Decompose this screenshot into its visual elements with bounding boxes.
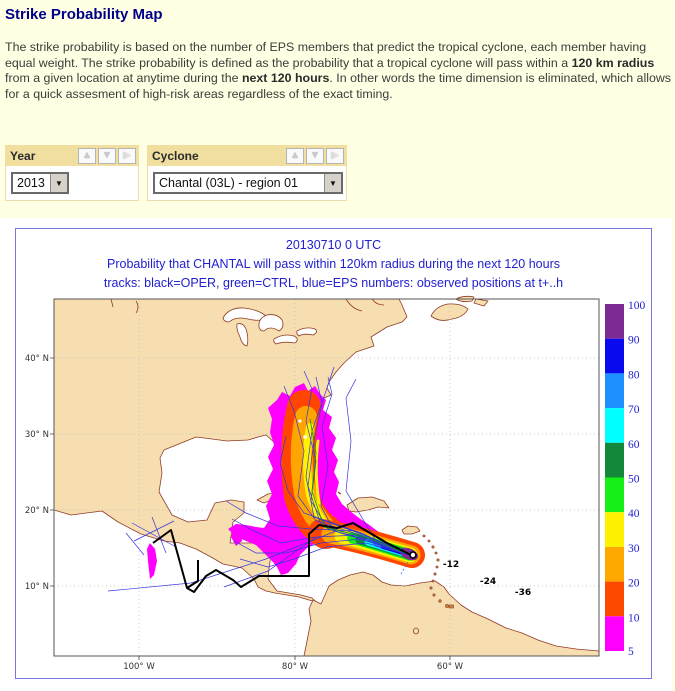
svg-text:70: 70	[628, 404, 640, 416]
intro-text-1: The strike probability is based on the n…	[5, 40, 647, 70]
latitude-labels: 40° N 30° N 20° N 10° N	[25, 354, 49, 592]
svg-text:10: 10	[628, 612, 640, 624]
map-title-date: 20130710 0 UTC	[285, 238, 382, 252]
cyclone-prev-button[interactable]: ▲	[286, 147, 304, 164]
down-triangle-icon: ▼	[102, 149, 112, 161]
year-next-button[interactable]: ▼	[98, 147, 116, 164]
map-title-legend: tracks: black=OPER, green=CTRL, blue=EPS…	[103, 276, 564, 290]
svg-text:10° N: 10° N	[25, 582, 49, 592]
svg-text:80: 80	[628, 369, 640, 381]
cyclone-forward-button[interactable]: ▶	[326, 147, 344, 164]
map-section: 20130710 0 UTC Probability that CHANTAL …	[0, 218, 672, 691]
year-select[interactable]: 2013 ▼	[11, 172, 69, 194]
year-prev-button[interactable]: ▲	[78, 147, 96, 164]
svg-text:60: 60	[628, 439, 640, 451]
svg-text:30: 30	[628, 543, 640, 555]
svg-text:80° W: 80° W	[282, 662, 309, 672]
intro-bold-hours: next 120 hours	[241, 71, 330, 86]
oper-track	[152, 522, 414, 593]
year-select-arrow-icon: ▼	[50, 174, 67, 192]
svg-text:20: 20	[628, 578, 640, 590]
svg-text:40° N: 40° N	[25, 354, 49, 364]
intro-paragraph: The strike probability is based on the n…	[5, 40, 671, 103]
year-arrows: ▲ ▼ ▶	[76, 147, 136, 164]
down-triangle-icon: ▼	[310, 149, 320, 161]
longitude-labels: 100° W 80° W 60° W	[123, 662, 463, 672]
svg-text:20° N: 20° N	[25, 506, 49, 516]
antilles-islands	[422, 534, 454, 609]
cyclone-body: Chantal (03L) - region 01 ▼	[147, 166, 347, 201]
land-polygons	[53, 295, 600, 657]
cyclone-control: Cyclone ▲ ▼ ▶ Chantal (03L) - region 01 …	[147, 145, 347, 201]
svg-text:5: 5	[628, 646, 634, 658]
year-select-value: 2013	[17, 176, 45, 190]
svg-text:90: 90	[628, 335, 640, 347]
origin-marker	[409, 551, 417, 559]
strike-probability-map-image: -12 -24 -36 40° N 30° N 20° N 10° N 100°…	[25, 295, 646, 672]
page-title: Strike Probability Map	[5, 6, 163, 23]
colorbar-labels: 100 90 80 70 60 50 40 30 20 10 5	[628, 300, 646, 658]
probability-colorbar: 100 90 80 70 60 50 40 30 20 10 5	[605, 300, 646, 658]
cyclone-label: Cyclone	[152, 148, 199, 163]
cyclone-header: Cyclone ▲ ▼ ▶	[147, 145, 347, 166]
right-triangle-icon: ▶	[331, 149, 339, 161]
svg-text:100° W: 100° W	[123, 662, 155, 672]
year-forward-button[interactable]: ▶	[118, 147, 136, 164]
map-titles: 20130710 0 UTC Probability that CHANTAL …	[16, 236, 651, 293]
intro-bold-radius: 120 km radius	[571, 55, 655, 70]
cyclone-arrows: ▲ ▼ ▶	[284, 147, 344, 164]
year-header: Year ▲ ▼ ▶	[5, 145, 139, 166]
observed-position-labels: -12 -24 -36	[443, 560, 531, 598]
intro-text-2: from a given location at anytime during …	[5, 71, 242, 86]
axis-ticks	[50, 357, 451, 660]
right-triangle-icon: ▶	[123, 149, 131, 161]
svg-text:60° W: 60° W	[437, 662, 464, 672]
cyclone-select[interactable]: Chantal (03L) - region 01 ▼	[153, 172, 343, 194]
controls-row: Year ▲ ▼ ▶ 2013 ▼ Cyclone ▲ ▼ ▶ Chant	[5, 145, 355, 201]
cyclone-select-value: Chantal (03L) - region 01	[159, 176, 298, 190]
year-body: 2013 ▼	[5, 166, 139, 201]
up-triangle-icon: ▲	[290, 149, 300, 161]
plot-border	[53, 298, 600, 657]
svg-text:-24: -24	[480, 577, 496, 587]
cyclone-select-arrow-icon: ▼	[324, 174, 341, 192]
svg-text:40: 40	[628, 508, 640, 520]
ctrl-track	[309, 418, 414, 557]
up-triangle-icon: ▲	[82, 149, 92, 161]
strike-probability-map-panel: 20130710 0 UTC Probability that CHANTAL …	[15, 228, 652, 679]
svg-text:50: 50	[628, 474, 640, 486]
year-label: Year	[10, 148, 36, 163]
svg-text:-12: -12	[443, 560, 459, 570]
svg-text:30° N: 30° N	[25, 430, 49, 440]
cyclone-next-button[interactable]: ▼	[306, 147, 324, 164]
eps-member-tracks	[107, 366, 414, 592]
svg-text:100: 100	[628, 300, 646, 312]
svg-text:-36: -36	[515, 588, 531, 598]
intro-text-3: . In other words the time dimension is e…	[5, 71, 671, 102]
map-title-probability: Probability that CHANTAL will pass withi…	[107, 257, 560, 271]
year-control: Year ▲ ▼ ▶ 2013 ▼	[5, 145, 139, 201]
